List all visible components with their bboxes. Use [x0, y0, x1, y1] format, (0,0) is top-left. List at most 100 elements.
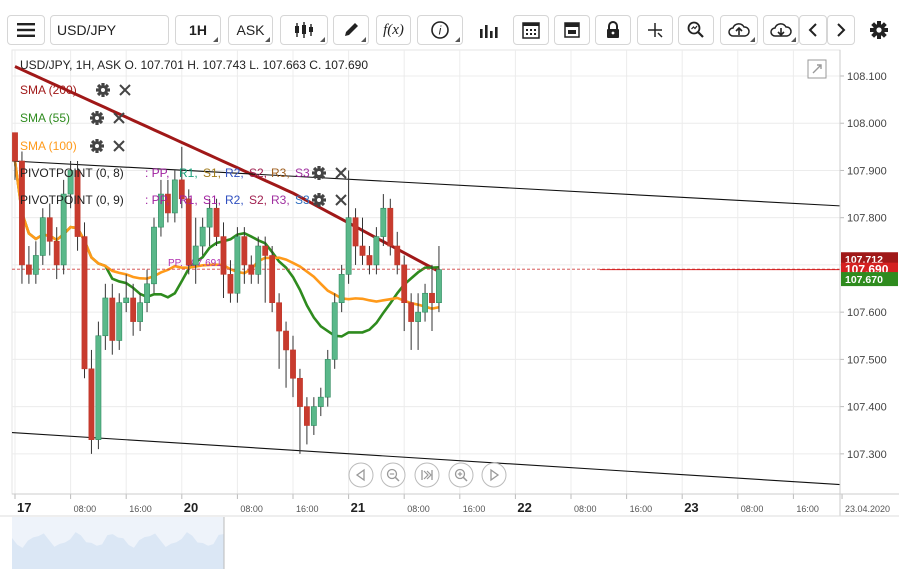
candle[interactable] — [262, 236, 269, 303]
nav-button-circle[interactable] — [380, 462, 406, 488]
candle[interactable] — [373, 227, 380, 275]
candle[interactable] — [310, 397, 317, 435]
nav-button-circle[interactable] — [448, 462, 474, 488]
nav-button-circle[interactable] — [414, 462, 440, 488]
lock-button[interactable] — [595, 15, 631, 45]
candle[interactable] — [297, 368, 303, 454]
zoom-in-button[interactable] — [448, 462, 474, 488]
symbol-input[interactable]: USD/JPY — [50, 15, 169, 45]
draw-tool-button[interactable] — [333, 15, 369, 45]
download-button[interactable] — [763, 15, 799, 45]
candle[interactable] — [283, 321, 289, 388]
candle[interactable] — [255, 236, 262, 284]
candle[interactable] — [12, 132, 18, 180]
candle[interactable] — [227, 260, 234, 303]
candle[interactable] — [81, 222, 88, 379]
candle[interactable] — [213, 198, 220, 247]
candle[interactable] — [220, 222, 227, 298]
candle[interactable] — [185, 189, 192, 275]
volume-button[interactable] — [472, 15, 504, 45]
close-icon[interactable] — [335, 167, 347, 179]
candle[interactable] — [429, 264, 435, 332]
candle[interactable] — [171, 170, 178, 223]
gear-icon[interactable] — [312, 193, 326, 207]
candle[interactable] — [422, 283, 428, 322]
candle[interactable] — [109, 283, 116, 355]
candle[interactable] — [25, 246, 32, 284]
calendar-button[interactable] — [513, 15, 549, 45]
candle[interactable] — [46, 203, 53, 256]
zoom-out-button[interactable] — [380, 462, 406, 488]
menu-button[interactable] — [7, 15, 45, 45]
candle[interactable] — [234, 227, 241, 303]
candle[interactable] — [394, 231, 401, 275]
candle[interactable] — [199, 217, 206, 256]
info-button[interactable]: i — [417, 15, 463, 45]
close-icon[interactable] — [335, 194, 347, 206]
candle[interactable] — [74, 161, 81, 251]
timeframe-select[interactable]: 1H — [175, 15, 221, 45]
candle[interactable] — [123, 274, 130, 313]
candle[interactable] — [137, 293, 143, 332]
candle[interactable] — [352, 208, 359, 265]
candle[interactable] — [387, 198, 394, 256]
gear-icon[interactable] — [90, 139, 104, 153]
candle[interactable] — [165, 179, 171, 223]
nav-button-circle[interactable] — [481, 462, 507, 488]
candle[interactable] — [366, 246, 373, 275]
fullscreen-button[interactable] — [807, 59, 827, 79]
close-icon[interactable] — [113, 140, 125, 152]
candle[interactable] — [19, 151, 25, 284]
candle[interactable] — [290, 335, 296, 398]
price-side-select[interactable]: ASK — [228, 15, 273, 45]
upload-button[interactable] — [720, 15, 758, 45]
candle[interactable] — [401, 255, 408, 332]
settings-button[interactable] — [864, 15, 894, 45]
indicators-button[interactable]: f(x) — [376, 15, 411, 45]
chart-type-button[interactable] — [280, 15, 328, 45]
pan-left-button[interactable] — [348, 462, 374, 488]
candle[interactable] — [345, 170, 352, 284]
candle[interactable] — [116, 293, 123, 350]
pan-right-button[interactable] — [481, 462, 507, 488]
candle[interactable] — [53, 227, 60, 280]
candle[interactable] — [95, 321, 102, 450]
close-icon[interactable] — [119, 84, 131, 96]
gear-icon[interactable] — [312, 166, 326, 180]
candle[interactable] — [248, 255, 255, 284]
candle[interactable] — [408, 293, 415, 350]
candle[interactable] — [324, 349, 331, 407]
candle[interactable] — [67, 161, 74, 209]
candle[interactable] — [415, 293, 421, 350]
candle[interactable] — [241, 227, 248, 284]
zoom-button[interactable] — [678, 15, 714, 45]
layout-button[interactable] — [554, 15, 590, 45]
gear-icon[interactable] — [90, 111, 104, 125]
candle[interactable] — [158, 179, 164, 237]
candle[interactable] — [144, 269, 150, 313]
price-chart[interactable]: PP. 107.691 USD/JPY, 1H, ASK O. 107.701 … — [0, 46, 899, 569]
candle[interactable] — [331, 293, 338, 369]
prev-button[interactable] — [799, 15, 827, 45]
candle[interactable] — [276, 293, 282, 369]
candle[interactable] — [359, 217, 366, 265]
candle[interactable] — [317, 387, 324, 417]
candle[interactable] — [269, 246, 276, 313]
reset-zoom-button[interactable] — [414, 462, 440, 488]
candle[interactable] — [151, 217, 157, 294]
trendline-lower[interactable] — [11, 432, 841, 486]
candle[interactable] — [88, 349, 95, 454]
candle[interactable] — [380, 194, 387, 247]
gear-icon[interactable] — [96, 83, 110, 97]
candle[interactable] — [303, 397, 310, 445]
trendline-upper[interactable] — [11, 160, 841, 207]
candle[interactable] — [178, 146, 185, 209]
candle[interactable] — [32, 241, 39, 284]
candle[interactable] — [39, 208, 46, 265]
close-icon[interactable] — [113, 112, 125, 124]
next-button[interactable] — [827, 15, 855, 45]
navigator[interactable] — [12, 517, 225, 569]
candle[interactable] — [192, 217, 199, 284]
candle[interactable] — [206, 198, 213, 247]
candle[interactable] — [60, 179, 67, 275]
